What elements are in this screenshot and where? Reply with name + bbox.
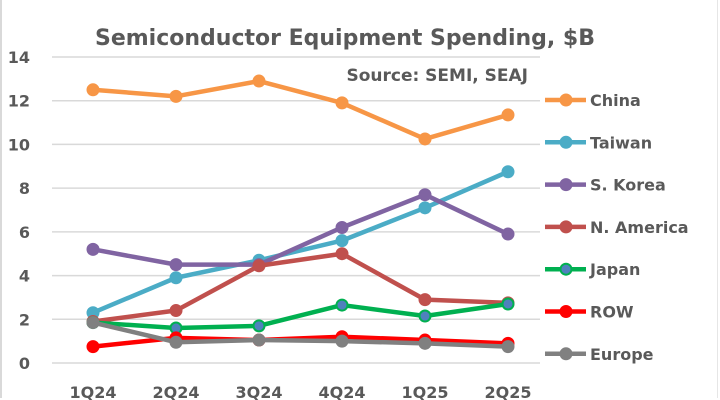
x-tick-label: 3Q24 [236,383,283,400]
x-tick-label: 1Q25 [402,383,449,400]
data-point [169,258,183,272]
legend-marker [559,347,573,361]
data-point [252,333,266,347]
data-point [418,336,432,350]
data-point [86,242,100,256]
data-point [169,89,183,103]
data-point [335,247,349,261]
y-tick-label: 2 [19,310,30,329]
legend-item: Europe [545,345,654,364]
legend-marker [559,305,573,318]
x-tick-label: 4Q24 [319,383,366,400]
legend-label: Japan [589,260,640,279]
y-tick-label: 0 [19,354,30,373]
data-point [418,293,432,307]
data-point [418,188,432,202]
data-point [418,132,432,146]
legend: China Taiwan S. Korea N. America Japan ROW Eur… [545,91,689,364]
x-tick-label: 2Q25 [485,383,532,400]
data-point [418,309,432,323]
legend-label: ROW [590,303,634,322]
legend-marker [559,178,573,192]
legend-item: N. America [545,218,689,237]
x-tick-label: 2Q24 [153,383,200,400]
legend-item: Taiwan [545,133,652,152]
y-tick-label: 12 [8,92,30,111]
series-taiwan [86,165,515,320]
data-point [86,316,100,330]
data-point [501,340,515,354]
data-point [86,340,100,354]
series-china [86,74,515,146]
legend-label: Europe [590,345,654,364]
legend-marker [559,262,573,276]
legend-marker [559,93,573,107]
data-point [501,227,515,241]
data-point [501,108,515,122]
y-axis-ticks: 0 2 4 6 8 10 12 14 [8,48,30,373]
data-point [335,234,349,248]
series-line [90,78,511,142]
series-lines [86,74,515,354]
y-tick-label: 4 [19,267,30,286]
data-point [335,96,349,110]
series-line [90,251,511,324]
legend-marker [559,135,573,149]
data-point [335,220,349,234]
chart-subtitle: Source: SEMI, SEAJ [346,66,528,86]
series-line [90,301,511,331]
y-tick-label: 8 [19,179,30,198]
y-tick-label: 14 [8,48,30,67]
legend-label: Taiwan [590,133,652,152]
data-point [169,304,183,318]
legend-item: China [545,91,641,110]
data-point [252,259,266,273]
data-point [86,83,100,97]
y-tick-label: 10 [8,135,30,154]
x-tick-label: 1Q24 [70,383,117,400]
data-point [169,335,183,349]
series-line [90,320,511,349]
data-point [501,165,515,179]
legend-item: S. Korea [545,176,666,195]
data-point [335,334,349,348]
x-axis-ticks: 1Q24 2Q24 3Q24 4Q24 1Q25 2Q25 [70,383,532,400]
series-line [90,192,511,267]
data-point [335,298,349,312]
legend-item: Japan [545,260,640,279]
legend-item: ROW [545,303,634,322]
legend-label: N. America [590,218,689,237]
gridlines [52,56,540,364]
series-line [90,169,511,315]
data-point [169,271,183,285]
data-point [252,319,266,333]
series-europe [86,316,515,354]
data-point [501,297,515,311]
data-point [418,201,432,215]
y-tick-label: 6 [19,223,30,242]
legend-label: China [590,91,641,110]
chart-title: Semiconductor Equipment Spending, $B [95,26,595,51]
legend-marker [559,220,573,234]
data-point [252,74,266,88]
legend-label: S. Korea [590,176,666,195]
